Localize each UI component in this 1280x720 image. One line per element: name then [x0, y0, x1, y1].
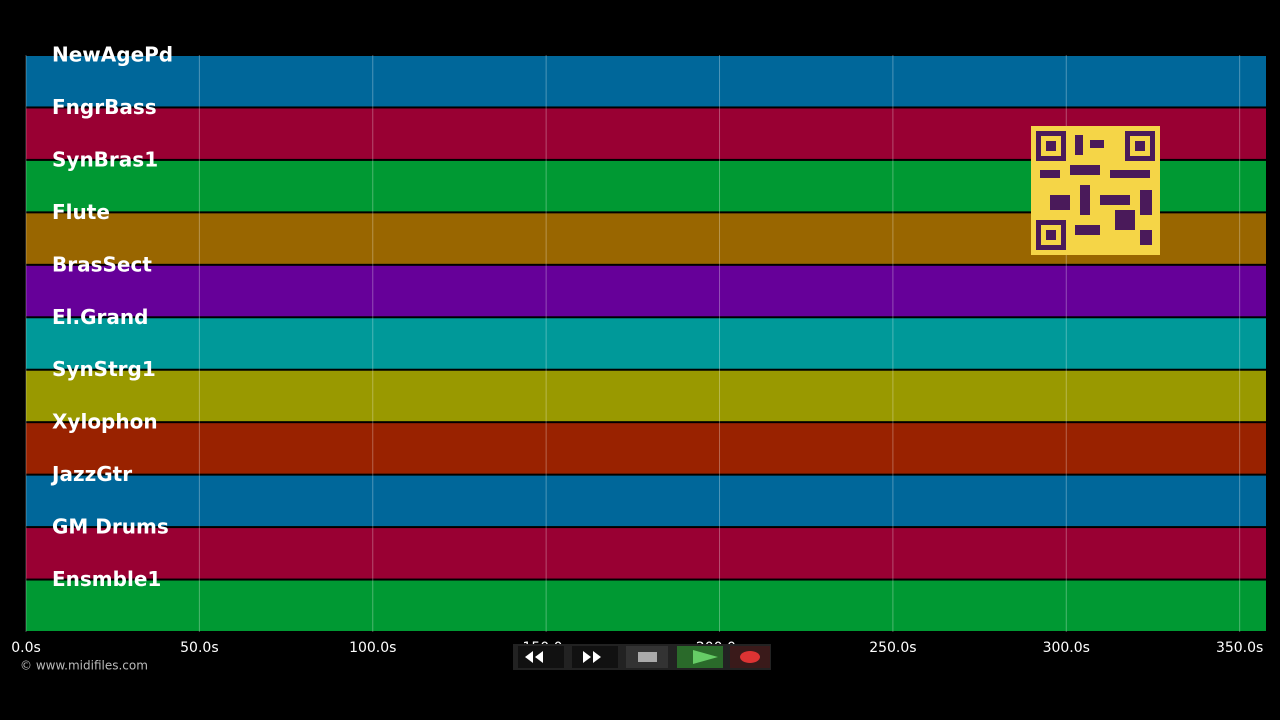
x-tick-label: 0.0s — [11, 640, 41, 656]
x-tick-label: 100.0s — [349, 640, 396, 656]
stop-button[interactable] — [626, 646, 668, 668]
forward-button[interactable] — [572, 646, 618, 668]
track-label: Ensmble1 — [52, 567, 161, 591]
track-row — [26, 56, 1266, 107]
track-row — [26, 318, 1266, 369]
track-row — [26, 528, 1266, 579]
track-label: Xylophon — [52, 410, 158, 434]
track-label: JazzGtr — [50, 462, 132, 486]
track-label: BrasSect — [52, 252, 152, 276]
track-label: GM Drums — [52, 515, 169, 539]
track-row — [26, 370, 1266, 422]
track-row — [26, 475, 1266, 527]
rewind-button[interactable] — [518, 646, 564, 668]
x-tick-label: 300.0s — [1043, 640, 1090, 656]
track-labels: NewAgePd FngrBass SynBras1 Flute BrasSect El.… — [50, 43, 173, 592]
grid — [25, 55, 1241, 632]
x-tick-label: 250.0s — [869, 640, 916, 656]
controls — [513, 644, 771, 670]
track-label: NewAgePd — [52, 43, 173, 67]
track-row — [26, 423, 1266, 474]
track-label: Flute — [52, 200, 110, 224]
record-button[interactable] — [730, 646, 770, 668]
track-label: FngrBass — [52, 95, 157, 119]
track-label: SynBras1 — [52, 147, 158, 171]
play-button[interactable] — [677, 646, 723, 668]
x-tick-label: 350.0s — [1216, 640, 1263, 656]
track-label: El.Grand — [52, 305, 148, 329]
track-label: SynStrg1 — [52, 357, 156, 381]
x-tick-label: 50.0s — [180, 640, 218, 656]
track-row — [26, 265, 1266, 317]
copyright: © www.midifiles.com — [20, 659, 148, 673]
track-row — [26, 580, 1266, 631]
qr-code — [1031, 126, 1160, 255]
